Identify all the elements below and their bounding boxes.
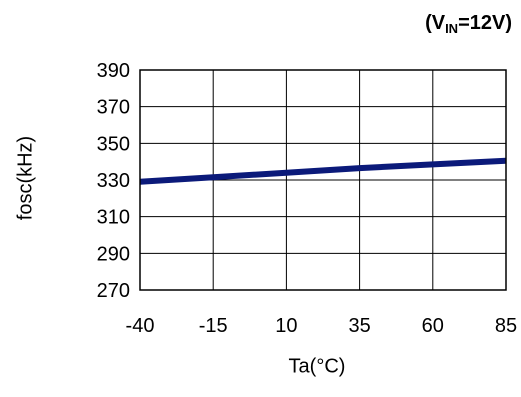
x-tick-label: -40: [126, 315, 155, 337]
series-layer: [139, 157, 507, 185]
y-tick-label: 390: [97, 60, 130, 82]
condition-prefix: (V: [425, 12, 446, 34]
condition-label: (VIN=12V): [425, 12, 512, 36]
x-tick-labels: -40 -15 10 35 60 85: [126, 315, 518, 337]
y-tick-label: 350: [97, 133, 130, 155]
y-tick-label: 270: [97, 280, 130, 302]
plot-frame: [139, 69, 507, 291]
x-tick-label: -15: [199, 315, 228, 337]
y-tick-label: 290: [97, 243, 130, 265]
x-tick-label: 60: [422, 315, 444, 337]
y-tick-label: 330: [97, 170, 130, 192]
x-tick-label: 10: [275, 315, 297, 337]
y-tick-label: 370: [97, 97, 130, 119]
y-tick-labels: 270 290 310 330 350 370 390: [97, 60, 130, 302]
y-axis-label: fosc(kHz): [14, 135, 37, 221]
condition-suffix: =12V): [458, 12, 512, 34]
x-axis-label: Ta(°C): [288, 355, 346, 378]
x-tick-label: 85: [495, 315, 517, 337]
x-tick-label: 35: [348, 315, 370, 337]
series-line: [139, 157, 507, 185]
y-tick-label: 310: [97, 207, 130, 229]
condition-subscript: IN: [445, 21, 459, 36]
